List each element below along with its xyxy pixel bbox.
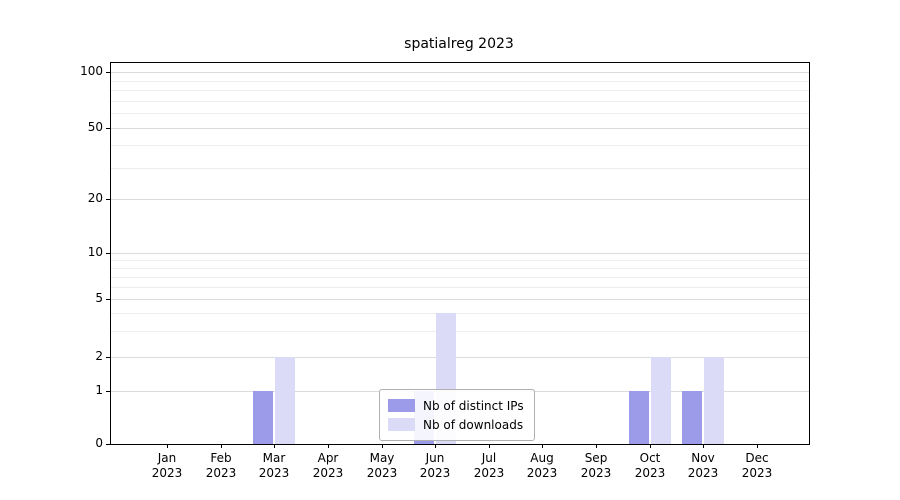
x-tick-label: Oct 2023 — [622, 451, 678, 481]
minor-gridline — [111, 287, 809, 288]
minor-gridline — [111, 101, 809, 102]
x-tick-label: Mar 2023 — [246, 451, 302, 481]
x-tick-mark — [542, 444, 543, 448]
y-tick-label: 2 — [95, 349, 103, 363]
x-tick-month: Sep — [584, 451, 608, 465]
x-tick-mark — [757, 444, 758, 448]
x-tick-mark — [167, 444, 168, 448]
minor-gridline — [111, 168, 809, 169]
y-tick-label: 5 — [95, 291, 103, 305]
y-tick-label: 0 — [95, 436, 103, 450]
minor-gridline — [111, 313, 809, 314]
x-tick-year: 2023 — [473, 466, 505, 480]
bar-downloads-oct — [651, 357, 671, 444]
x-tick-mark — [703, 444, 704, 448]
bar-distinct-ips-mar — [253, 391, 273, 444]
x-tick-year: 2023 — [151, 466, 183, 480]
x-tick-label: Aug 2023 — [514, 451, 570, 481]
x-tick-month: Feb — [210, 451, 232, 465]
x-tick-mark — [650, 444, 651, 448]
y-tick-mark — [106, 72, 111, 73]
chart-title: spatialreg 2023 — [404, 36, 514, 52]
major-gridline — [111, 253, 809, 254]
y-tick-mark — [106, 299, 111, 300]
x-tick-month: Mar — [262, 451, 286, 465]
major-gridline — [111, 357, 809, 358]
x-tick-mark — [274, 444, 275, 448]
x-tick-year: 2023 — [419, 466, 451, 480]
x-tick-month: Dec — [745, 451, 769, 465]
minor-gridline — [111, 113, 809, 114]
bar-distinct-ips-oct — [629, 391, 649, 444]
x-tick-label: Feb 2023 — [193, 451, 249, 481]
x-tick-year: 2023 — [205, 466, 237, 480]
major-gridline — [111, 299, 809, 300]
x-tick-year: 2023 — [312, 466, 344, 480]
major-gridline — [111, 128, 809, 129]
plot-area: 0 1 2 5 10 20 50 100 Jan 2023 Feb 2023 Mar 2023 Apr 202… — [80, 62, 810, 480]
legend-swatch-distinct-ips — [388, 399, 415, 412]
x-tick-mark — [221, 444, 222, 448]
minor-gridline — [111, 268, 809, 269]
minor-gridline — [111, 90, 809, 91]
legend-swatch-downloads — [388, 418, 415, 431]
x-tick-label: Nov 2023 — [675, 451, 731, 481]
bar-downloads-nov — [704, 357, 724, 444]
x-tick-month: Jan — [157, 451, 177, 465]
x-tick-month: Oct — [639, 451, 661, 465]
x-tick-year: 2023 — [366, 466, 398, 480]
x-tick-label: Jun 2023 — [407, 451, 463, 481]
x-tick-label: Jan 2023 — [139, 451, 195, 481]
y-tick-label: 50 — [87, 120, 103, 134]
minor-gridline — [111, 81, 809, 82]
minor-gridline — [111, 145, 809, 146]
legend-label-downloads: Nb of downloads — [423, 417, 524, 432]
x-tick-mark — [596, 444, 597, 448]
y-tick-mark — [106, 199, 111, 200]
y-tick-mark — [106, 391, 111, 392]
y-tick-label: 10 — [87, 245, 103, 259]
x-tick-year: 2023 — [526, 466, 558, 480]
x-tick-mark — [489, 444, 490, 448]
x-tick-year: 2023 — [580, 466, 612, 480]
x-tick-month: Nov — [691, 451, 715, 465]
x-tick-year: 2023 — [258, 466, 290, 480]
minor-gridline — [111, 260, 809, 261]
legend-row-downloads: Nb of downloads — [388, 415, 524, 434]
x-tick-month: Apr — [317, 451, 339, 465]
x-tick-label: May 2023 — [354, 451, 410, 481]
major-gridline — [111, 199, 809, 200]
minor-gridline — [111, 277, 809, 278]
bar-distinct-ips-nov — [682, 391, 702, 444]
x-tick-label: Jul 2023 — [461, 451, 517, 481]
x-tick-mark — [435, 444, 436, 448]
legend: Nb of distinct IPs Nb of downloads — [379, 389, 535, 441]
y-tick-label: 100 — [80, 64, 103, 78]
y-tick-mark — [106, 444, 111, 445]
x-tick-year: 2023 — [687, 466, 719, 480]
x-tick-label: Sep 2023 — [568, 451, 624, 481]
major-gridline — [111, 72, 809, 73]
legend-row-distinct-ips: Nb of distinct IPs — [388, 396, 524, 415]
x-tick-month: May — [369, 451, 395, 465]
x-tick-mark — [328, 444, 329, 448]
y-tick-mark — [106, 357, 111, 358]
x-tick-mark — [382, 444, 383, 448]
legend-label-distinct-ips: Nb of distinct IPs — [423, 398, 524, 413]
y-tick-mark — [106, 253, 111, 254]
x-tick-month: Aug — [530, 451, 554, 465]
x-tick-label: Apr 2023 — [300, 451, 356, 481]
x-tick-year: 2023 — [634, 466, 666, 480]
x-tick-month: Jun — [425, 451, 445, 465]
y-tick-mark — [106, 128, 111, 129]
y-tick-label: 20 — [87, 191, 103, 205]
y-tick-label: 1 — [95, 383, 103, 397]
bar-downloads-mar — [275, 357, 295, 444]
x-tick-label: Dec 2023 — [729, 451, 785, 481]
x-tick-month: Jul — [481, 451, 497, 465]
minor-gridline — [111, 331, 809, 332]
x-tick-year: 2023 — [741, 466, 773, 480]
